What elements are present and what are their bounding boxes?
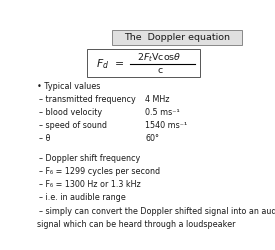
Text: – F₆ = 1299 cycles per second: – F₆ = 1299 cycles per second [39, 167, 160, 176]
Text: signal which can be heard through a loudspeaker: signal which can be heard through a loud… [37, 220, 235, 228]
Text: $2F_t\mathrm{Vcos}\theta$: $2F_t\mathrm{Vcos}\theta$ [138, 51, 182, 64]
Text: – speed of sound: – speed of sound [39, 121, 107, 130]
Text: • Typical values: • Typical values [37, 82, 100, 91]
FancyBboxPatch shape [87, 49, 200, 77]
Text: – simply can convert the Doppler shifted signal into an audible: – simply can convert the Doppler shifted… [39, 206, 275, 216]
Text: 4 MHz: 4 MHz [145, 95, 170, 104]
Text: – transmitted frequency: – transmitted frequency [39, 95, 135, 104]
Text: – Doppler shift frequency: – Doppler shift frequency [39, 154, 140, 163]
Text: – F₆ = 1300 Hz or 1.3 kHz: – F₆ = 1300 Hz or 1.3 kHz [39, 180, 140, 189]
Text: The  Doppler equation: The Doppler equation [124, 33, 230, 42]
FancyBboxPatch shape [112, 30, 242, 45]
Text: $\mathit{F}_d$  =: $\mathit{F}_d$ = [96, 57, 124, 71]
Text: – θ: – θ [39, 134, 50, 143]
Text: – i.e. in audible range: – i.e. in audible range [39, 194, 125, 202]
Text: 1540 ms⁻¹: 1540 ms⁻¹ [145, 121, 188, 130]
Text: 60°: 60° [145, 134, 159, 143]
Text: – blood velocity: – blood velocity [39, 108, 102, 117]
Text: 0.5 ms⁻¹: 0.5 ms⁻¹ [145, 108, 180, 117]
Text: c: c [157, 66, 162, 75]
